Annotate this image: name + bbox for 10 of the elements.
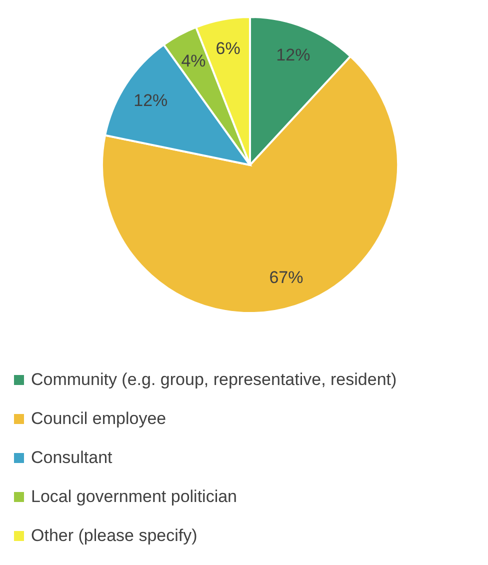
legend-label: Local government politician [31,486,238,506]
data-label: 67% [269,268,304,288]
data-label: 6% [216,39,240,58]
legend-label: Consultant [31,448,112,468]
legend-label: Other (please specify) [31,526,198,546]
data-label: 12% [276,45,310,64]
legend-label: Council employee [31,408,166,428]
legend-label: Community (e.g. group, representative, resident) [31,370,397,390]
data-label: 12% [134,91,168,110]
data-label: 4% [181,51,206,70]
